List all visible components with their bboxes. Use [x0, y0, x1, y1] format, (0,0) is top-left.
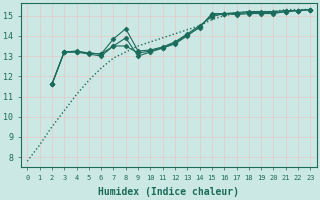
X-axis label: Humidex (Indice chaleur): Humidex (Indice chaleur) — [98, 186, 239, 197]
